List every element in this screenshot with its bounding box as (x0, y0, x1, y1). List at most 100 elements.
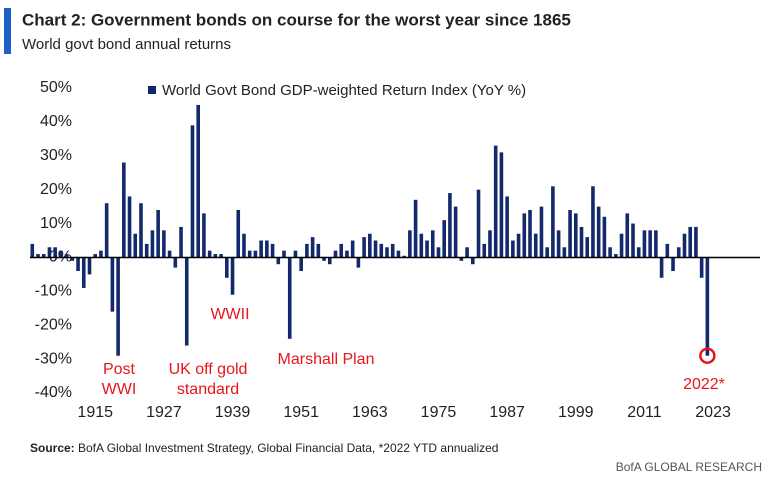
bar (614, 254, 618, 258)
bar (30, 243, 35, 258)
bar (87, 257, 92, 275)
bar (70, 257, 75, 261)
x-tick-label: 2011 (627, 404, 662, 421)
bar (327, 257, 332, 265)
legend-label: World Govt Bond GDP-weighted Return Inde… (162, 82, 526, 99)
bar (579, 226, 584, 258)
bar (339, 243, 344, 258)
bar (505, 196, 509, 258)
bar (556, 230, 561, 258)
bar (173, 257, 178, 268)
annotation: 2022* (683, 376, 725, 393)
y-tick-label: -20% (35, 316, 72, 333)
bar (648, 230, 652, 258)
annotation: WWI (102, 381, 137, 398)
bar (362, 237, 366, 258)
bar (694, 226, 698, 258)
bar (305, 243, 309, 258)
bar (659, 257, 664, 278)
bar (373, 240, 378, 258)
bar (476, 189, 481, 258)
bar (654, 230, 658, 258)
bar (265, 240, 269, 258)
bar (482, 243, 487, 258)
bar (608, 247, 612, 258)
bar (419, 233, 424, 258)
bar (539, 206, 544, 258)
bar (219, 254, 223, 258)
bar (499, 152, 504, 258)
credit: BofA GLOBAL RESEARCH (616, 460, 762, 474)
annotation: Post (103, 361, 136, 378)
bar (385, 247, 389, 258)
x-tick-label: 1939 (215, 404, 251, 421)
bar (310, 237, 315, 258)
bar (230, 257, 235, 295)
bar (408, 230, 412, 258)
y-tick-label: 30% (40, 147, 72, 164)
bar (190, 125, 195, 258)
bar (282, 250, 286, 258)
bar (127, 196, 132, 258)
bar (585, 237, 590, 258)
bar (133, 233, 138, 258)
bar (76, 257, 80, 271)
bar (551, 186, 555, 258)
x-tick-label: 2023 (695, 404, 731, 421)
bar (316, 243, 321, 258)
y-tick-label: -30% (35, 350, 72, 367)
source: BofA Global Investment Strategy, Global … (78, 441, 498, 455)
x-tick-label: 1963 (352, 404, 388, 421)
bar (36, 254, 40, 258)
bar (453, 206, 458, 258)
bar (184, 257, 189, 346)
bar (545, 247, 549, 258)
bar (236, 210, 241, 258)
bar (573, 213, 578, 258)
x-tick-label: 1927 (146, 404, 182, 421)
bar (533, 233, 538, 258)
bar (64, 254, 69, 258)
y-tick-label: -40% (35, 384, 72, 401)
annotation: UK off gold (169, 361, 248, 378)
bar (671, 257, 675, 271)
bar (471, 257, 475, 265)
bar (213, 254, 218, 258)
bar (99, 250, 103, 258)
bar (516, 233, 521, 258)
x-tick-label: 1951 (283, 404, 319, 421)
bar (511, 240, 515, 258)
bar (396, 250, 401, 258)
bar (430, 230, 435, 258)
bar (144, 243, 149, 258)
bar (442, 220, 447, 258)
bar (493, 145, 498, 258)
bar (162, 230, 166, 258)
bar (81, 257, 86, 288)
bar (688, 226, 693, 258)
bar (202, 213, 206, 258)
bar (665, 243, 670, 258)
x-tick-label: 1915 (77, 404, 113, 421)
bar (425, 240, 429, 258)
y-tick-label: 10% (40, 215, 72, 232)
source-label: Source: (30, 441, 75, 455)
bar (53, 247, 57, 258)
bar (259, 240, 263, 258)
annotation: standard (177, 381, 239, 398)
bar (333, 250, 338, 258)
bar (636, 247, 641, 258)
bar (59, 250, 63, 258)
bar (625, 213, 630, 258)
bar (522, 213, 527, 258)
y-tick-label: 20% (40, 181, 72, 198)
x-tick-label: 1987 (489, 404, 525, 421)
bar (562, 247, 567, 258)
bar (225, 257, 229, 278)
bar (93, 254, 98, 258)
highlight-circle (699, 347, 716, 364)
bar (448, 193, 452, 258)
bar (528, 210, 532, 258)
bar (139, 203, 143, 258)
